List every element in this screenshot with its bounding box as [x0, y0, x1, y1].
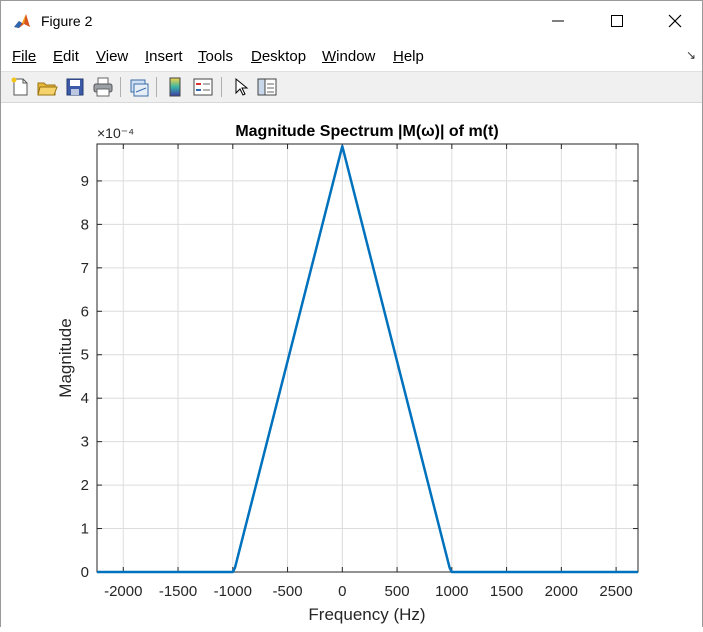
title-bar: Figure 2 [1, 1, 702, 41]
print-icon[interactable] [92, 76, 114, 98]
x-tick-label: -2000 [104, 583, 142, 600]
y-tick-label: 6 [81, 303, 89, 320]
link-plot-icon[interactable] [128, 76, 150, 98]
spectrum-line[interactable] [97, 144, 638, 574]
x-axis-label: Frequency (Hz) [308, 605, 425, 624]
legend-icon[interactable] [192, 76, 214, 98]
x-tick-label: -1500 [159, 583, 197, 600]
menu-window-label: Window [322, 48, 376, 65]
menu-edit[interactable]: Edit [53, 48, 79, 65]
menu-bar: File Edit View Insert Tools Desktop Wind… [1, 41, 702, 72]
menu-desktop[interactable]: Desktop [251, 48, 306, 65]
menu-desktop-label: Desktop [251, 48, 307, 65]
new-figure-icon[interactable] [9, 76, 31, 98]
axis-ticks: -2000 -1500 -1000 -500 0 500 1000 1500 2000 2500 0… [81, 144, 638, 600]
menu-insert[interactable]: Insert [145, 48, 183, 65]
menu-tools[interactable]: Tools [198, 48, 233, 65]
y-tick-label: 9 [81, 173, 89, 190]
menu-view[interactable]: View [96, 48, 128, 65]
y-tick-label: 4 [81, 390, 89, 407]
y-tick-label: 5 [81, 347, 89, 364]
property-inspector-icon[interactable] [256, 76, 278, 98]
grid-lines [97, 144, 638, 573]
y-tick-label: 1 [81, 521, 89, 538]
plot-title: Magnitude Spectrum |M(ω)| of m(t) [235, 123, 498, 140]
y-tick-label: 3 [81, 434, 89, 451]
y-axis-label: Magnitude [56, 318, 75, 397]
y-tick-label: 7 [81, 260, 89, 277]
minimize-button[interactable] [529, 1, 587, 41]
dock-arrow-icon[interactable]: ↘ [685, 48, 696, 62]
close-button[interactable] [646, 1, 703, 41]
menu-tools-label: Tools [198, 48, 234, 65]
menu-window[interactable]: Window [322, 48, 375, 65]
matlab-logo-icon [14, 14, 30, 28]
open-file-icon[interactable] [36, 76, 58, 98]
plot-series[interactable] [97, 144, 638, 574]
toolbar-separator [156, 77, 157, 97]
figure-canvas: -2000 -1500 -1000 -500 0 500 1000 1500 2000 2500 0… [1, 103, 702, 627]
menu-help-label: Help [393, 48, 424, 65]
y-tick-label: 2 [81, 477, 89, 494]
toolbar-separator [120, 77, 121, 97]
colorbar-icon[interactable] [164, 76, 186, 98]
menu-help[interactable]: Help [393, 48, 424, 65]
x-tick-label: 2500 [599, 583, 632, 600]
y-tick-label: 8 [81, 216, 89, 233]
pointer-icon[interactable] [230, 76, 252, 98]
y-axis-exponent: ×10⁻⁴ [97, 125, 134, 141]
x-tick-label: 0 [338, 583, 346, 600]
save-icon[interactable] [64, 76, 86, 98]
x-tick-label: -500 [273, 583, 303, 600]
menu-insert-label: Insert [145, 48, 183, 65]
window-title: Figure 2 [41, 13, 93, 29]
toolbar-separator [221, 77, 222, 97]
y-tick-label: 0 [81, 564, 89, 581]
plot-svg: -2000 -1500 -1000 -500 0 500 1000 1500 2000 2500 0… [56, 123, 639, 624]
menu-file[interactable]: File [12, 48, 36, 65]
menu-view-label: View [96, 48, 129, 65]
x-tick-label: 500 [385, 583, 410, 600]
maximize-icon [611, 15, 623, 27]
maximize-button[interactable] [588, 1, 646, 41]
x-tick-label: 1000 [435, 583, 468, 600]
figure-toolbar [1, 72, 702, 103]
x-tick-label: 2000 [545, 583, 578, 600]
menu-edit-label: Edit [53, 48, 79, 65]
close-icon [668, 14, 682, 28]
x-tick-label: 1500 [490, 583, 523, 600]
minimize-icon [552, 20, 564, 22]
menu-file-mnemonic: File [12, 48, 37, 65]
axes-box[interactable] [96, 143, 639, 573]
x-tick-label: -1000 [214, 583, 252, 600]
